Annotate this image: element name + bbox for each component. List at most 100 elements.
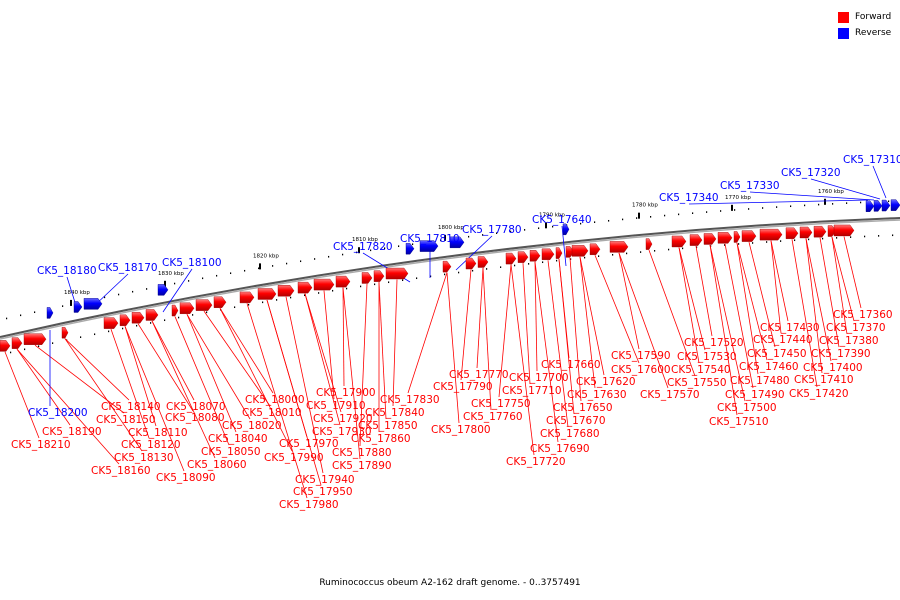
forward-gene-label: CK5_17710 [502, 385, 562, 397]
forward-leader-line [110, 329, 150, 439]
scale-dot [734, 209, 736, 211]
forward-gene [442, 260, 452, 273]
backbone-shadow [0, 219, 900, 340]
forward-gene [741, 230, 757, 242]
scale-dot [286, 262, 288, 265]
forward-gene [833, 224, 855, 237]
forward-gene [589, 243, 601, 255]
forward-leader-line [558, 259, 570, 359]
forward-gene-label: CK5_17440 [753, 334, 813, 346]
reverse-gene [890, 199, 900, 211]
forward-gene [555, 247, 563, 259]
forward-gene-label: CK5_17420 [789, 388, 849, 400]
scale-dot [38, 345, 40, 348]
scale-dot [780, 240, 782, 242]
forward-gene-label: CK5_18110 [128, 427, 188, 439]
scale-dot [482, 234, 484, 236]
forward-leader-lines [4, 236, 862, 499]
forward-gene-labels: CK5_18210CK5_18190CK5_18160CK5_18150CK5_… [11, 309, 893, 511]
scale-dot [836, 237, 838, 239]
forward-gene-label: CK5_17660 [541, 359, 601, 371]
forward-gene-label: CK5_17400 [803, 362, 863, 374]
scale-dot [122, 327, 124, 330]
forward-gene-label: CK5_17630 [567, 389, 627, 401]
genome-caption: Ruminococcus obeum A2-162 draft genome. … [319, 578, 581, 588]
forward-leader-line [678, 247, 706, 351]
scale-dot [878, 235, 880, 237]
reverse-leader-line [688, 199, 869, 205]
scale-dot [888, 200, 890, 203]
forward-genes [0, 224, 855, 352]
scale-dot [216, 274, 218, 277]
forward-gene [477, 256, 489, 268]
forward-gene [373, 270, 385, 282]
forward-gene-label: CK5_17490 [725, 389, 785, 401]
scale-dot [132, 290, 134, 293]
forward-gene-label: CK5_17690 [530, 443, 590, 455]
scale-tick-label: 1830 kbp [158, 271, 184, 277]
forward-gene-label: CK5_18190 [42, 426, 102, 438]
forward-leader-line [203, 310, 271, 407]
forward-gene [689, 234, 703, 246]
reverse-leader-line [749, 191, 875, 201]
scale-dot [496, 232, 498, 234]
forward-gene [239, 291, 255, 304]
forward-gene-label: CK5_17510 [709, 416, 769, 428]
reverse-gene [865, 200, 875, 212]
scale-dot [6, 317, 8, 320]
forward-leader-line [219, 308, 293, 452]
scale-dot [430, 275, 432, 278]
forward-gene-label: CK5_17770 [449, 369, 509, 381]
scale-tick-mark [731, 204, 733, 211]
scale-dot [178, 316, 180, 319]
reverse-gene-label: CK5_17310 [843, 154, 900, 166]
forward-leader-line [378, 282, 387, 420]
scale-dot [248, 303, 250, 306]
forward-leader-line [648, 249, 696, 377]
forward-gene [799, 226, 813, 239]
forward-gene-label: CK5_18050 [201, 446, 261, 458]
scale-dot [850, 236, 852, 238]
scale-dot [706, 211, 708, 213]
scale-dot [738, 243, 740, 245]
scale-dot [346, 287, 348, 290]
scale-dot [846, 202, 848, 204]
scale-dot [598, 255, 600, 257]
forward-leader-line [618, 252, 669, 389]
forward-gene-label: CK5_17540 [671, 364, 731, 376]
scale-tick-label: 1790 kbp [539, 212, 565, 218]
forward-gene-label: CK5_17950 [293, 486, 353, 498]
scale-dot [678, 213, 680, 216]
scale-dot [318, 292, 320, 294]
forward-gene-label: CK5_17990 [264, 452, 324, 464]
forward-gene-label: CK5_17900 [316, 387, 376, 399]
forward-gene-label: CK5_18130 [114, 452, 174, 464]
forward-leader-line [124, 326, 157, 427]
forward-gene-label: CK5_17940 [295, 474, 355, 486]
forward-gene [0, 340, 11, 352]
scale-dot [300, 260, 302, 263]
scale-dot [892, 234, 894, 237]
scale-dot [412, 243, 414, 246]
scale-dot [486, 268, 488, 270]
scale-dot [692, 212, 694, 214]
forward-gene-label: CK5_17800 [431, 424, 491, 436]
reverse-gene [405, 243, 415, 255]
reverse-gene [419, 240, 439, 252]
scale-dot [682, 247, 684, 250]
legend: Forward Reverse [838, 9, 891, 41]
forward-gene-label: CK5_17890 [332, 460, 392, 472]
forward-leader-line [186, 314, 237, 433]
scale-dot [118, 293, 120, 296]
scale-dot [360, 285, 362, 288]
forward-gene-label: CK5_18210 [11, 439, 71, 451]
scale-tick-label: 1810 kbp [352, 237, 378, 243]
reverse-gene-label: CK5_17780 [462, 224, 522, 236]
scale-dot [622, 218, 624, 221]
forward-gene [61, 327, 69, 339]
forward-gene-label: CK5_18140 [101, 401, 161, 413]
scale-dot [230, 272, 232, 275]
scale-dot [528, 263, 530, 265]
scale-tick-mark [259, 263, 261, 270]
forward-leader-line [342, 287, 345, 387]
